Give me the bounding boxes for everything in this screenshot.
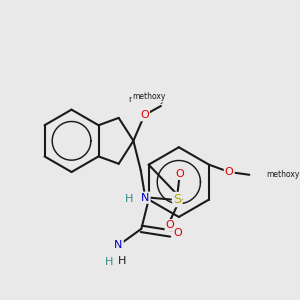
Text: H: H <box>105 257 113 267</box>
Text: S: S <box>173 193 181 206</box>
Text: methoxy: methoxy <box>132 92 166 101</box>
Text: methoxy: methoxy <box>266 170 299 179</box>
Text: methoxy: methoxy <box>128 95 165 104</box>
Text: N: N <box>141 193 149 203</box>
Text: O: O <box>166 220 175 230</box>
Text: O: O <box>140 110 149 120</box>
Text: O: O <box>225 167 234 177</box>
Text: H: H <box>118 256 126 266</box>
Text: N: N <box>114 240 123 250</box>
Text: O: O <box>174 229 182 238</box>
Text: O: O <box>175 169 184 179</box>
Text: H: H <box>124 194 133 204</box>
